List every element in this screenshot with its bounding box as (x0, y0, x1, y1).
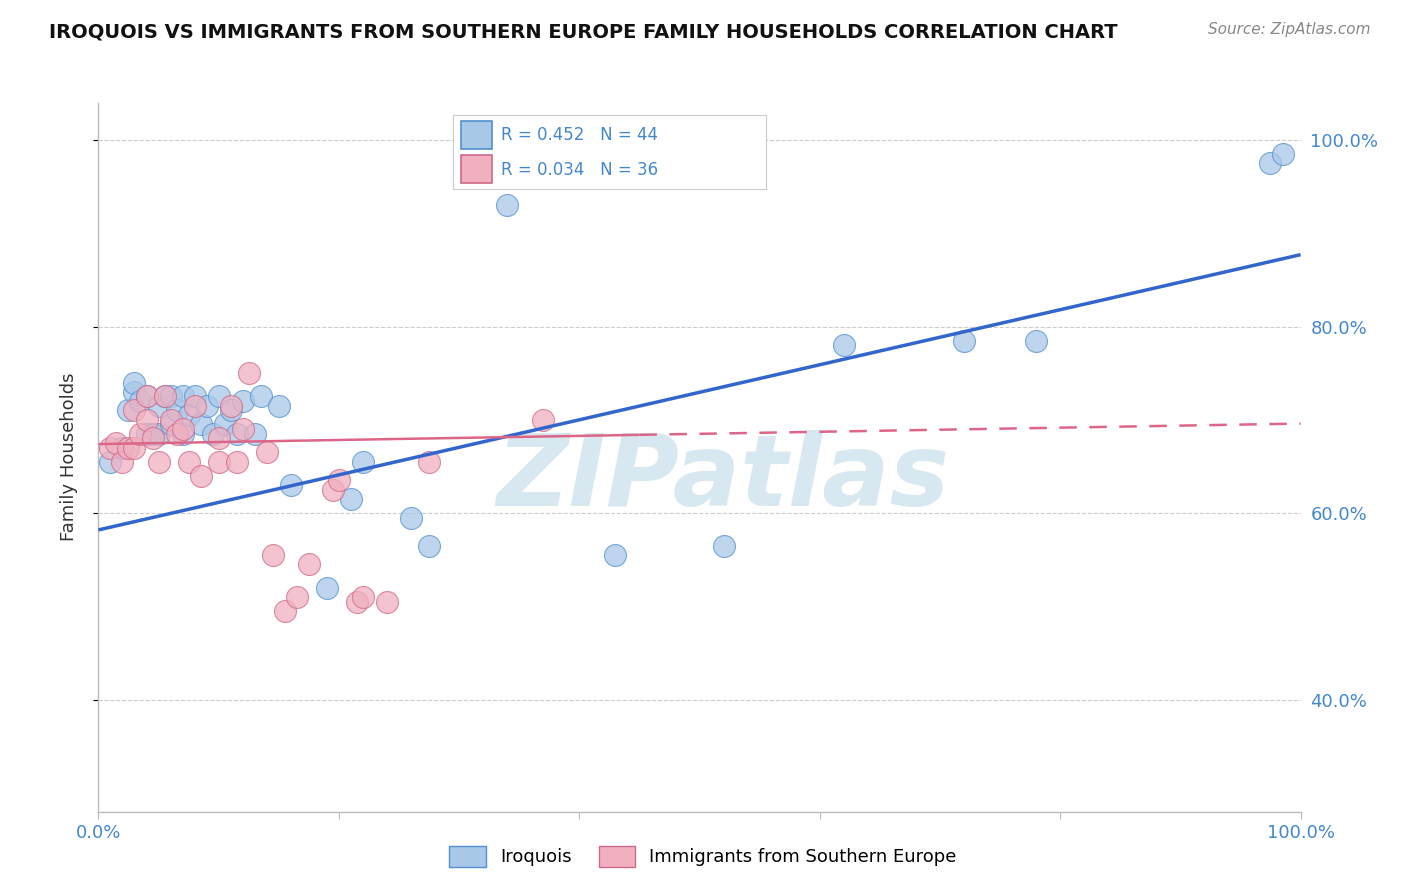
Point (214, 417, 236, 432)
Point (148, 399, 170, 413)
Point (124, 384, 146, 399)
Point (1271, 147, 1294, 161)
Point (418, 455, 440, 469)
Point (243, 426, 266, 441)
Point (148, 455, 170, 469)
Point (124, 376, 146, 390)
Point (100, 441, 122, 455)
Point (315, 581, 337, 595)
Point (177, 455, 200, 469)
Point (208, 390, 231, 404)
Point (340, 492, 363, 507)
Point (183, 399, 205, 413)
Point (249, 390, 271, 404)
Point (346, 595, 368, 609)
Point (172, 390, 194, 404)
Text: ZIPatlas: ZIPatlas (496, 430, 950, 527)
Point (153, 390, 176, 404)
Point (124, 403, 146, 417)
Point (352, 590, 374, 604)
Point (129, 426, 152, 441)
Point (225, 455, 247, 469)
Point (496, 198, 519, 212)
Point (111, 441, 134, 455)
Point (225, 426, 247, 441)
Point (135, 413, 157, 427)
Point (124, 441, 146, 455)
Point (399, 510, 422, 524)
Point (117, 441, 139, 455)
Point (172, 426, 194, 441)
Point (208, 455, 231, 469)
Point (183, 390, 205, 404)
Point (177, 408, 200, 422)
Point (135, 390, 157, 404)
Point (105, 436, 128, 450)
Point (1260, 156, 1282, 170)
Point (201, 426, 224, 441)
Point (135, 390, 157, 404)
Point (190, 417, 212, 432)
Text: Source: ZipAtlas.com: Source: ZipAtlas.com (1208, 22, 1371, 37)
Point (148, 426, 170, 441)
Point (135, 426, 157, 441)
Point (195, 399, 218, 413)
Point (219, 399, 242, 413)
Point (111, 455, 134, 469)
Point (190, 468, 212, 483)
Point (159, 390, 181, 404)
Point (605, 548, 627, 562)
Point (208, 432, 231, 446)
Point (267, 399, 290, 413)
Point (100, 455, 122, 469)
Point (322, 483, 344, 497)
Legend: Iroquois, Immigrants from Southern Europe: Iroquois, Immigrants from Southern Europ… (441, 838, 965, 874)
Point (531, 413, 554, 427)
Point (159, 417, 181, 432)
Point (280, 478, 302, 492)
Point (713, 539, 735, 553)
Point (141, 426, 163, 441)
Point (298, 558, 321, 572)
Point (117, 403, 139, 417)
Point (166, 426, 188, 441)
Point (232, 394, 254, 409)
Point (285, 590, 308, 604)
Point (418, 539, 440, 553)
Point (219, 403, 242, 417)
Point (159, 413, 181, 427)
Point (1025, 334, 1047, 348)
Point (172, 422, 194, 436)
Point (953, 334, 976, 348)
Point (328, 474, 350, 488)
Point (166, 403, 188, 417)
Point (375, 595, 398, 609)
Point (153, 390, 176, 404)
Point (256, 445, 278, 459)
Point (232, 422, 254, 436)
Y-axis label: Family Households: Family Households (59, 373, 77, 541)
Point (238, 366, 260, 380)
Point (141, 432, 163, 446)
Point (832, 338, 855, 352)
Point (262, 548, 284, 562)
Text: IROQUOIS VS IMMIGRANTS FROM SOUTHERN EUROPE FAMILY HOUSEHOLDS CORRELATION CHART: IROQUOIS VS IMMIGRANTS FROM SOUTHERN EUR… (49, 22, 1118, 41)
Point (129, 394, 152, 409)
Point (274, 604, 297, 618)
Point (352, 455, 374, 469)
